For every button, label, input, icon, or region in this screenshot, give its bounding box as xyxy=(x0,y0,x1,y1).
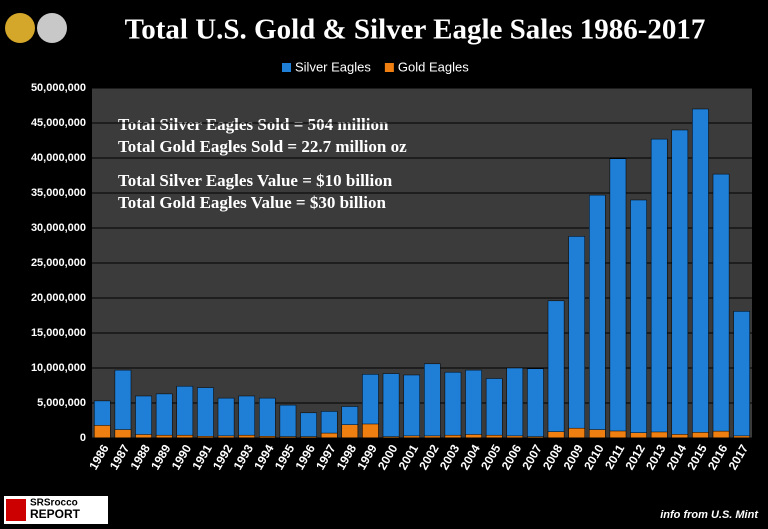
bar xyxy=(155,393,173,439)
bar xyxy=(362,423,379,439)
bar xyxy=(465,369,482,439)
y-tick-label: 20,000,000 xyxy=(31,292,86,304)
bar xyxy=(692,108,709,439)
bar xyxy=(114,429,132,439)
annotation: Total Gold Eagles Sold = 22.7 million oz xyxy=(118,137,407,156)
y-tick-label: 5,000,000 xyxy=(37,397,86,409)
bar xyxy=(712,430,730,439)
silver-coin xyxy=(37,13,67,43)
bar xyxy=(444,371,462,439)
chart-title: Total U.S. Gold & Silver Eagle Sales 198… xyxy=(125,14,706,46)
bar xyxy=(568,236,585,439)
y-tick-label: 40,000,000 xyxy=(31,152,86,164)
bar xyxy=(650,138,668,439)
bar xyxy=(94,425,111,439)
legend-swatch xyxy=(282,63,291,72)
legend-label: Silver Eagles xyxy=(295,59,371,74)
bar xyxy=(424,363,441,439)
bar xyxy=(527,368,544,439)
bar xyxy=(320,432,338,439)
bar xyxy=(259,397,276,439)
bar xyxy=(589,429,606,439)
bar xyxy=(176,385,194,439)
logo-icon xyxy=(6,499,26,521)
bar xyxy=(485,378,503,439)
y-tick-label: 10,000,000 xyxy=(31,362,86,374)
bar xyxy=(382,373,400,439)
bar xyxy=(135,395,152,439)
bar xyxy=(135,434,152,439)
y-tick-label: 15,000,000 xyxy=(31,327,86,339)
bar xyxy=(609,158,627,439)
logo-text: SRSrocco xyxy=(30,498,78,509)
bar xyxy=(279,404,297,439)
legend-swatch xyxy=(384,63,394,72)
bar xyxy=(465,434,482,439)
legend-label: Gold Eagles xyxy=(398,59,469,74)
y-tick-label: 35,000,000 xyxy=(31,187,86,199)
y-tick-label: 50,000,000 xyxy=(31,82,86,94)
logo-text: REPORT xyxy=(30,507,81,521)
bar xyxy=(217,397,235,439)
bar xyxy=(630,432,647,439)
bar xyxy=(547,431,565,439)
y-tick-label: 45,000,000 xyxy=(31,117,86,129)
bar xyxy=(712,173,730,439)
y-tick-label: 30,000,000 xyxy=(31,222,86,234)
bar xyxy=(197,387,214,439)
bar xyxy=(403,374,420,439)
annotation: Total Gold Eagles Value = $30 billion xyxy=(118,193,386,212)
bar xyxy=(589,194,606,439)
bar xyxy=(547,300,565,439)
bar xyxy=(341,424,359,439)
bar xyxy=(114,369,132,439)
gold-coin xyxy=(5,13,35,43)
bar xyxy=(568,427,585,439)
bar xyxy=(671,129,689,439)
bar xyxy=(733,311,750,439)
bar xyxy=(692,432,709,439)
bar xyxy=(506,367,524,439)
y-tick-label: 25,000,000 xyxy=(31,257,86,269)
bar xyxy=(630,199,647,439)
y-tick-label: 0 xyxy=(80,432,86,444)
bar xyxy=(609,430,627,439)
source: info from U.S. Mint xyxy=(660,509,759,521)
bar xyxy=(650,431,668,439)
annotation: Total Silver Eagles Sold = 504 million xyxy=(118,115,389,134)
bar xyxy=(671,434,689,439)
bar xyxy=(238,395,255,439)
annotation: Total Silver Eagles Value = $10 billion xyxy=(118,171,393,190)
bar xyxy=(300,412,317,439)
